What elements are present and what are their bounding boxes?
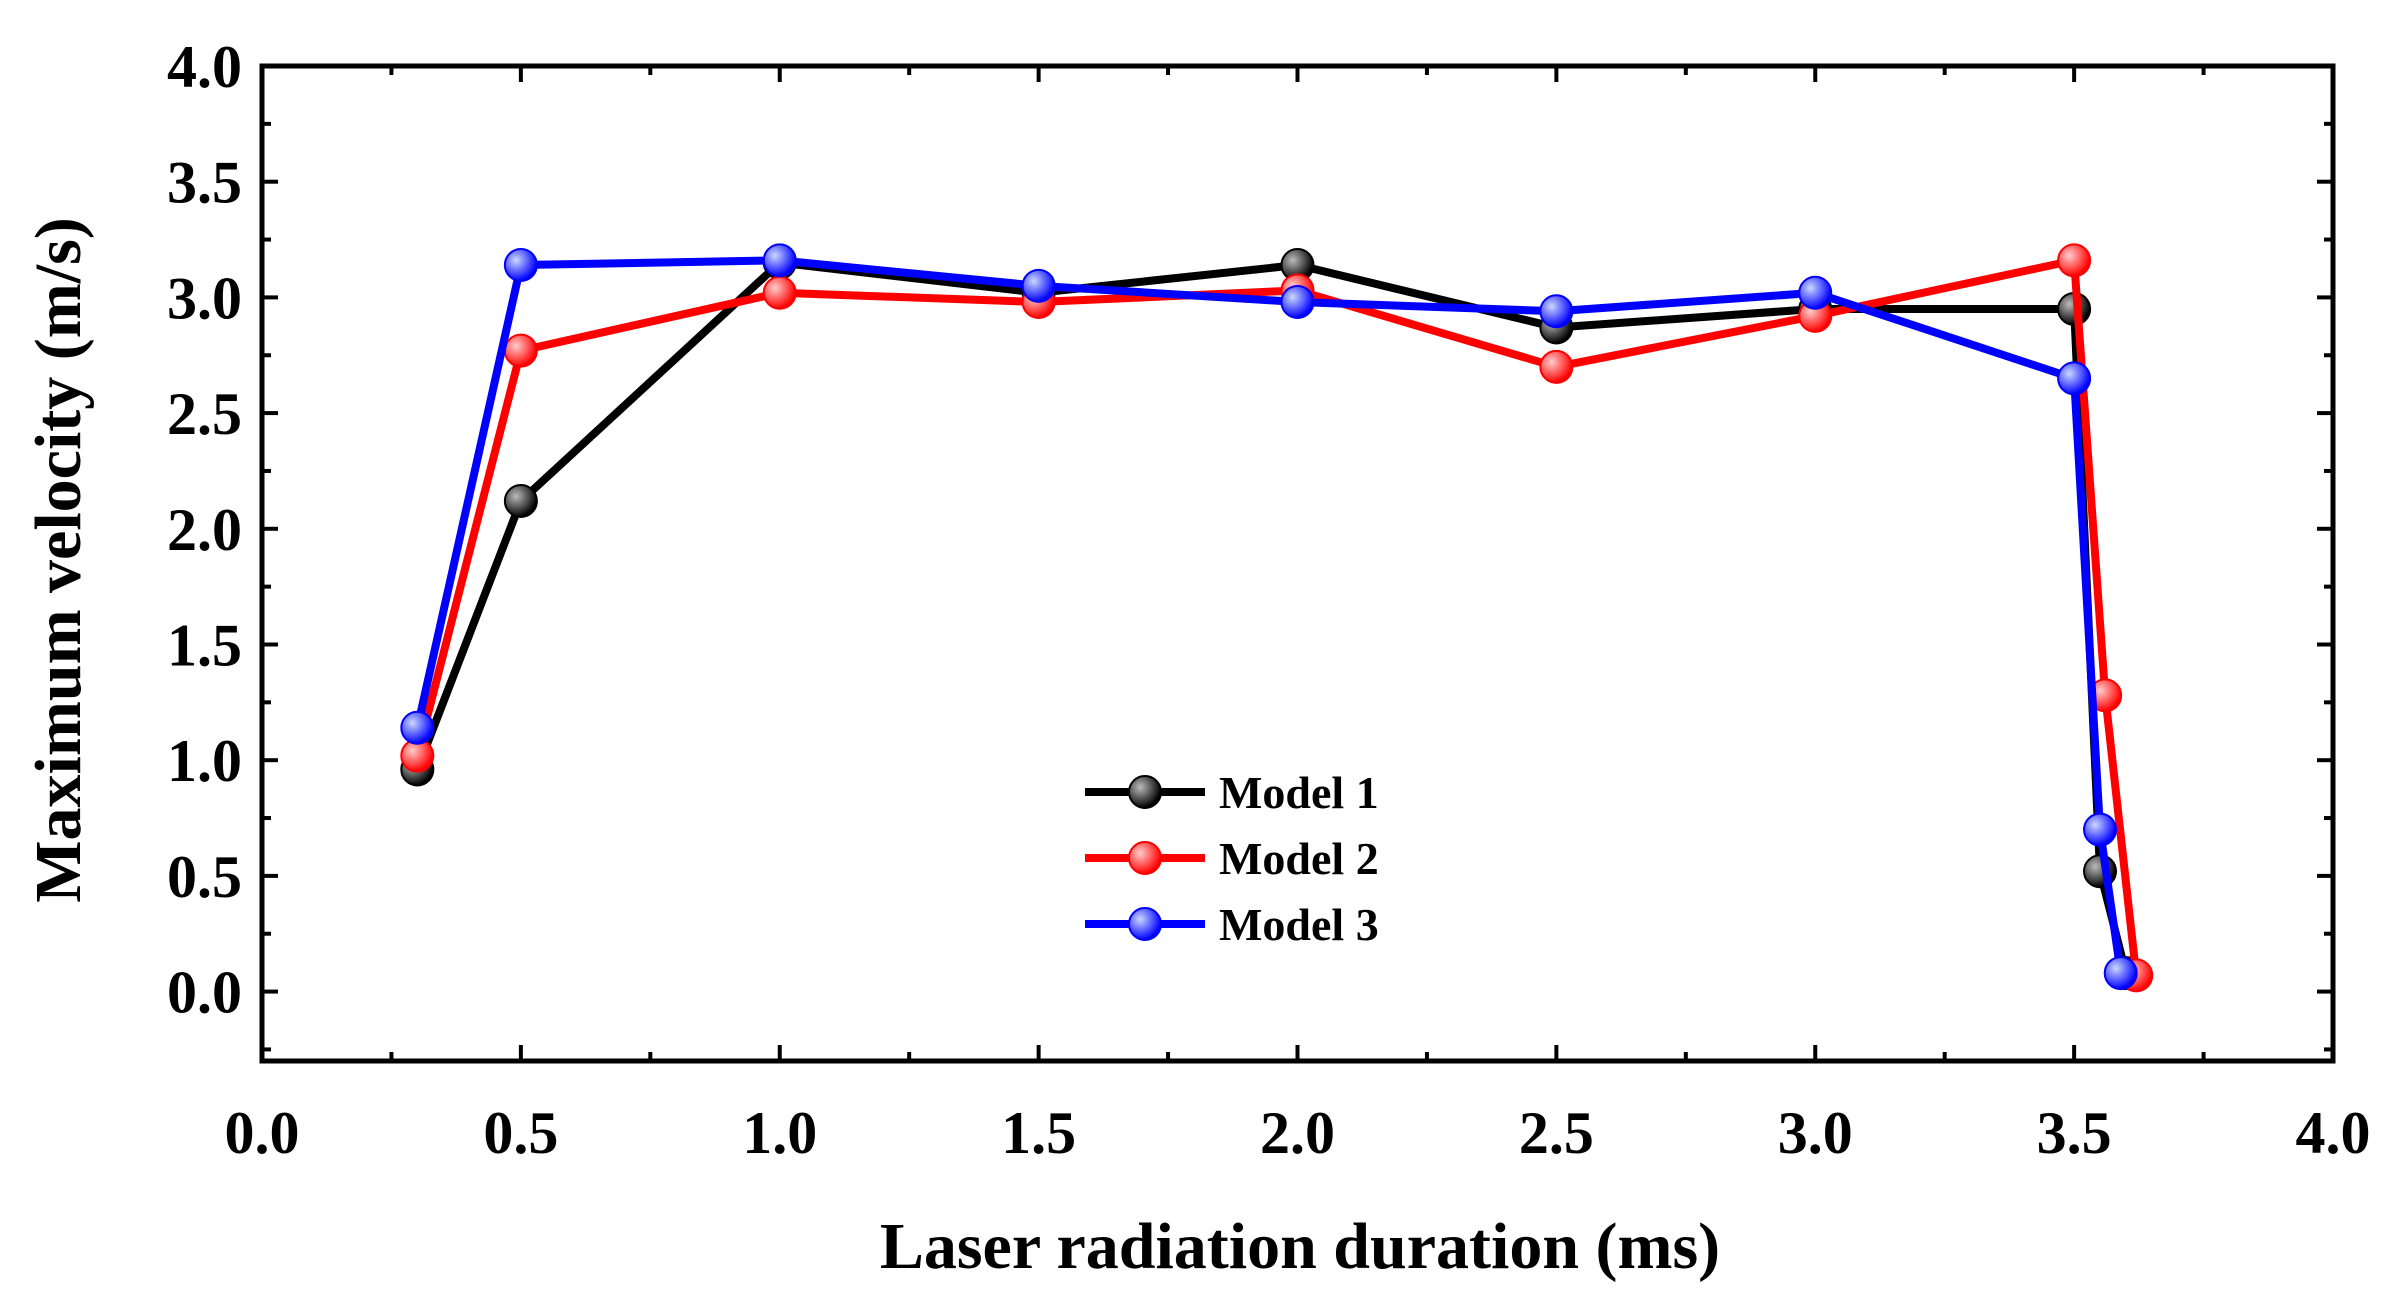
data-point xyxy=(503,248,538,282)
legend-marker xyxy=(1128,907,1162,941)
data-point xyxy=(2057,361,2092,396)
data-point xyxy=(1021,268,1056,303)
data-point xyxy=(1280,285,1315,320)
y-tick-label: 2.5 xyxy=(167,381,242,447)
y-tick-label: 3.5 xyxy=(167,150,242,216)
series-layer xyxy=(400,243,2154,993)
x-tick-label: 1.5 xyxy=(1001,1100,1076,1166)
data-point xyxy=(762,275,797,310)
legend-marker xyxy=(1128,775,1162,809)
data-point xyxy=(2083,812,2118,847)
series-3 xyxy=(400,243,2138,991)
data-point xyxy=(503,484,538,519)
y-tick-label: 1.5 xyxy=(167,612,242,678)
x-tick-label: 2.0 xyxy=(1260,1100,1335,1166)
axes: 0.0 0.5 1.0 1.5 2.0 2.5 3.0 3.5 4.0 0.0 0.5 1.0 1.5 2… xyxy=(167,34,2371,1166)
y-tick-label: 1.0 xyxy=(167,728,242,794)
legend-item: Model 1 xyxy=(1085,767,1379,818)
legend-label: Model 1 xyxy=(1219,767,1379,818)
x-tick-label: 0.5 xyxy=(483,1100,558,1166)
y-tick-label: 3.0 xyxy=(167,265,242,331)
data-point xyxy=(1539,294,1574,329)
x-axis-label: Laser radiation duration (ms) xyxy=(880,1210,1720,1283)
data-point xyxy=(2057,243,2092,278)
y-tick-label: 2.0 xyxy=(167,497,242,563)
data-point xyxy=(762,243,797,278)
data-point xyxy=(1798,275,1833,310)
x-tick-label: 0.0 xyxy=(225,1100,300,1166)
legend-label: Model 2 xyxy=(1219,833,1379,884)
data-point xyxy=(2103,956,2138,991)
y-tick-label: 4.0 xyxy=(167,34,242,100)
x-tick-label: 3.0 xyxy=(1778,1100,1853,1166)
y-tick-label: 0.0 xyxy=(167,960,242,1026)
x-tick-label: 4.0 xyxy=(2296,1100,2371,1166)
series-line xyxy=(413,256,2125,974)
legend: Model 1 Model 2 Model 3 xyxy=(1085,767,1379,950)
data-point xyxy=(400,710,435,745)
x-tick-label: 2.5 xyxy=(1519,1100,1594,1166)
y-tick-label: 0.5 xyxy=(167,844,242,910)
data-point xyxy=(503,333,538,368)
legend-item: Model 3 xyxy=(1085,899,1379,950)
x-tick-label: 3.5 xyxy=(2037,1100,2112,1166)
legend-item: Model 2 xyxy=(1085,833,1379,884)
y-axis-label: Maximum velocity (m/s) xyxy=(22,217,95,903)
legend-marker xyxy=(1128,841,1162,875)
series-line xyxy=(413,256,2141,976)
legend-label: Model 3 xyxy=(1219,899,1379,950)
data-point xyxy=(1539,349,1574,384)
x-tick-label: 1.0 xyxy=(742,1100,817,1166)
